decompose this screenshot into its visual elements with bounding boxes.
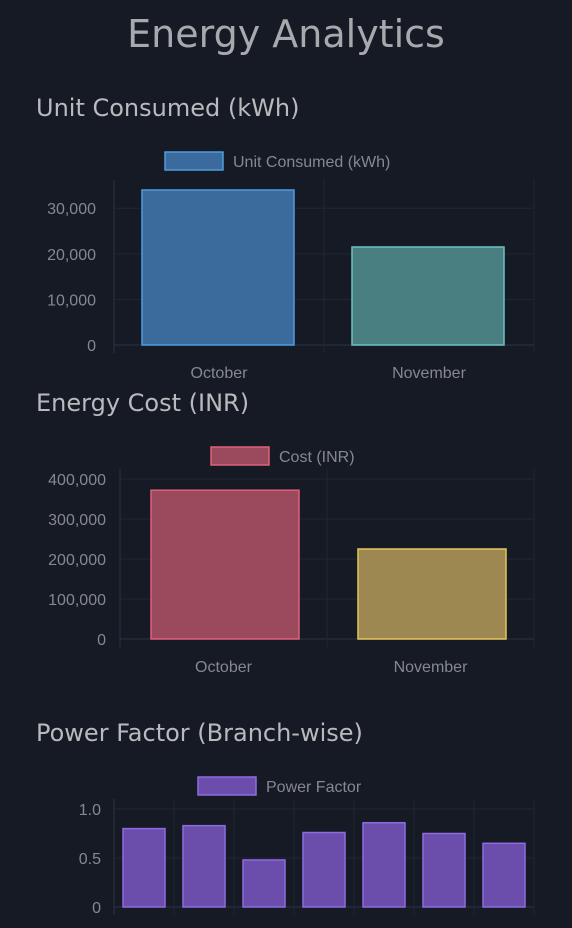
- y-tick-label: 400,000: [48, 472, 106, 489]
- page-title: Energy Analytics: [127, 12, 445, 56]
- y-tick-label: 1.0: [79, 802, 101, 819]
- y-tick-label: 0: [92, 900, 101, 917]
- legend-label: Power Factor: [266, 779, 362, 796]
- x-tick-label: November: [392, 365, 466, 382]
- legend[interactable]: Cost (INR): [210, 446, 355, 466]
- power-factor-title: Power Factor (Branch-wise): [36, 719, 363, 747]
- legend[interactable]: Power Factor: [197, 776, 362, 796]
- bar[interactable]: [141, 189, 295, 346]
- legend-label: Unit Consumed (kWh): [233, 154, 390, 171]
- bar[interactable]: [422, 832, 466, 908]
- bar[interactable]: [302, 831, 346, 908]
- energy-cost-title: Energy Cost (INR): [36, 389, 250, 417]
- y-tick-label: 0.5: [79, 851, 101, 868]
- unit-consumed-title: Unit Consumed (kWh): [36, 94, 300, 122]
- y-tick-label: 300,000: [48, 512, 106, 529]
- legend-label: Cost (INR): [279, 449, 355, 466]
- bar[interactable]: [182, 824, 226, 908]
- bar[interactable]: [357, 548, 507, 640]
- power-factor-chart: 0 0.5 1.0 Power Factor: [79, 776, 535, 917]
- energy-cost-chart: 0 100,000 200,000 300,000 400,000 October Nove…: [48, 446, 535, 676]
- bar[interactable]: [482, 842, 526, 908]
- legend-swatch: [164, 151, 224, 171]
- legend-swatch: [197, 776, 257, 796]
- x-tick-label: November: [394, 659, 468, 676]
- x-tick-label: October: [195, 659, 253, 676]
- legend[interactable]: Unit Consumed (kWh): [164, 151, 390, 171]
- y-tick-label: 100,000: [48, 592, 106, 609]
- bar[interactable]: [351, 246, 505, 346]
- unit-consumed-chart: 0 10,000 20,000 30,000 October November Unit C…: [47, 151, 535, 382]
- y-tick-label: 200,000: [48, 552, 106, 569]
- y-tick-label: 0: [97, 632, 106, 649]
- x-tick-label: October: [191, 365, 249, 382]
- bar[interactable]: [150, 489, 300, 640]
- y-tick-label: 0: [87, 338, 96, 355]
- y-tick-label: 30,000: [47, 201, 96, 218]
- y-tick-label: 20,000: [47, 247, 96, 264]
- bar[interactable]: [362, 821, 406, 908]
- y-tick-label: 10,000: [47, 292, 96, 309]
- bar[interactable]: [242, 859, 286, 908]
- legend-swatch: [210, 446, 270, 466]
- bar[interactable]: [122, 827, 166, 908]
